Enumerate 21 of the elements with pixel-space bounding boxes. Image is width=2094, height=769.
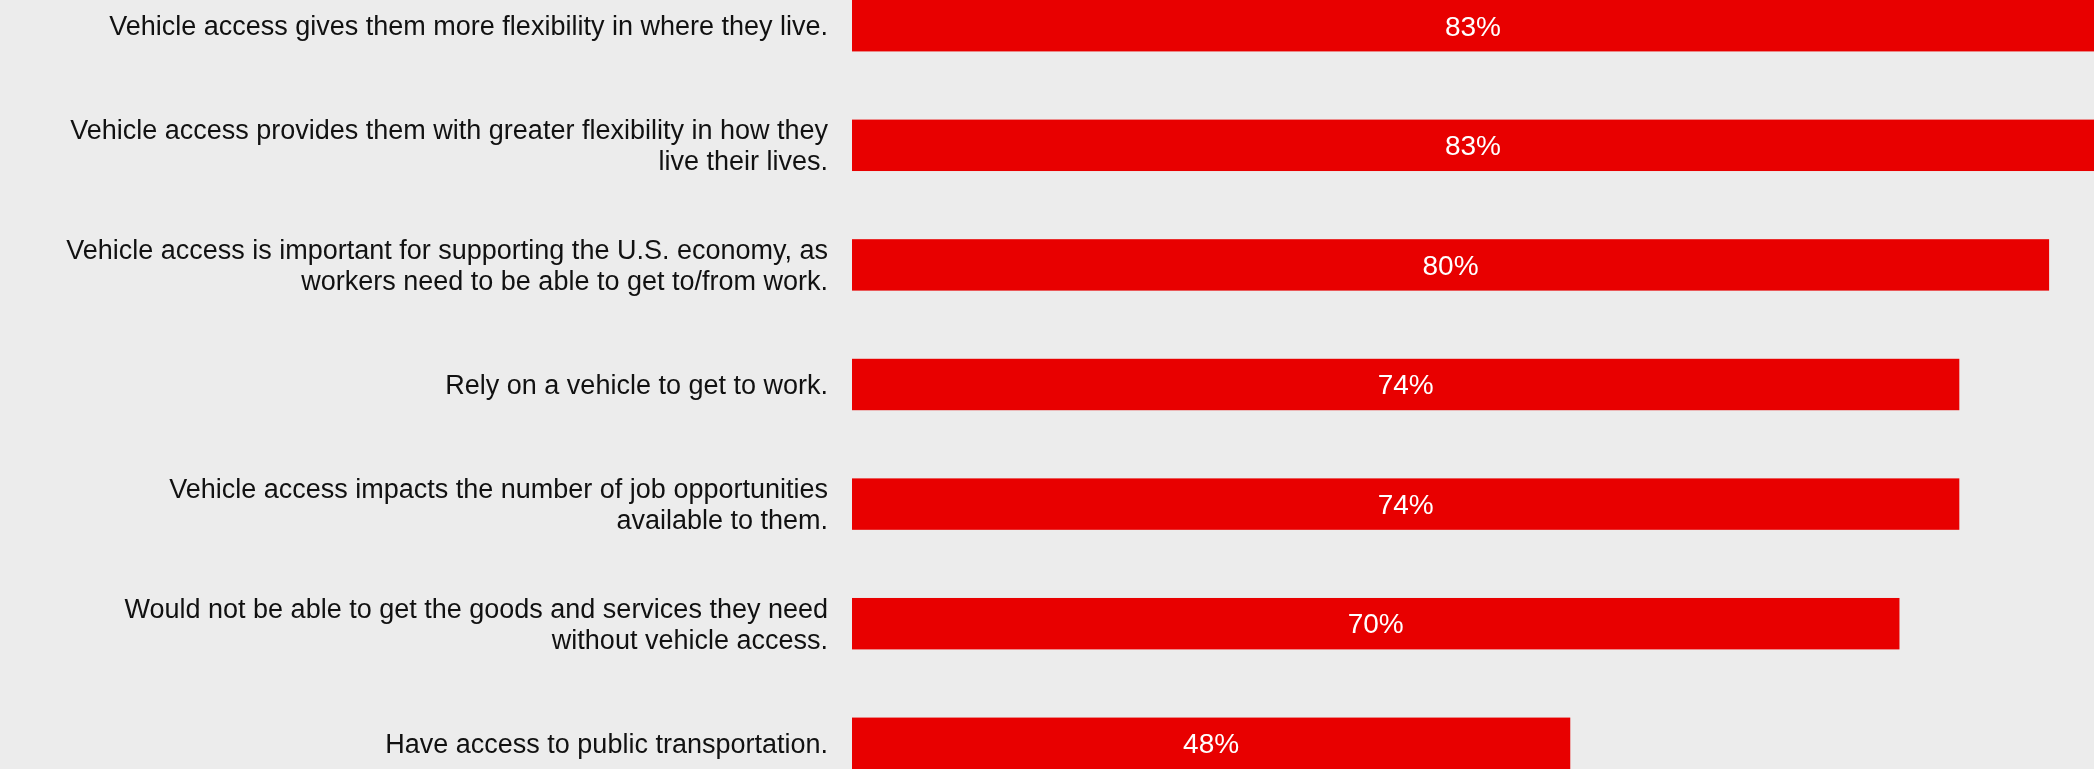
y-tick-label: Vehicle access provides them with greater flexibility in how they live their lives. <box>70 115 829 177</box>
data-label: 80% <box>1422 249 1479 281</box>
y-tick-label: Vehicle access is important for supporting the U.S. economy, as workers need to be able to get to/from work. <box>66 234 828 296</box>
data-label: 83% <box>1444 130 1502 162</box>
bar <box>852 358 1960 411</box>
y-tick-label: Would not be able to get the goods and services they need without vehicle access. <box>124 593 828 655</box>
bar <box>852 0 2094 52</box>
y-tick-label: Rely on a vehicle to get to work. <box>445 369 828 400</box>
y-tick-label: Vehicle access gives them more flexibility in where they live. <box>109 11 828 42</box>
bar <box>852 478 1960 530</box>
data-label: 70% <box>1347 608 1404 640</box>
data-label: 74% <box>1377 369 1434 401</box>
bar <box>852 717 1571 769</box>
data-label: 48% <box>1183 728 1240 760</box>
bar <box>852 597 1900 650</box>
bar <box>852 239 2050 291</box>
y-tick-label: Vehicle access impacts the number of job opportunities available to them. <box>169 474 828 536</box>
bar <box>852 119 2094 172</box>
data-label: 83% <box>1444 10 1502 42</box>
data-label: 74% <box>1377 488 1434 520</box>
y-tick-label: Have access to public transportation. <box>385 728 828 759</box>
